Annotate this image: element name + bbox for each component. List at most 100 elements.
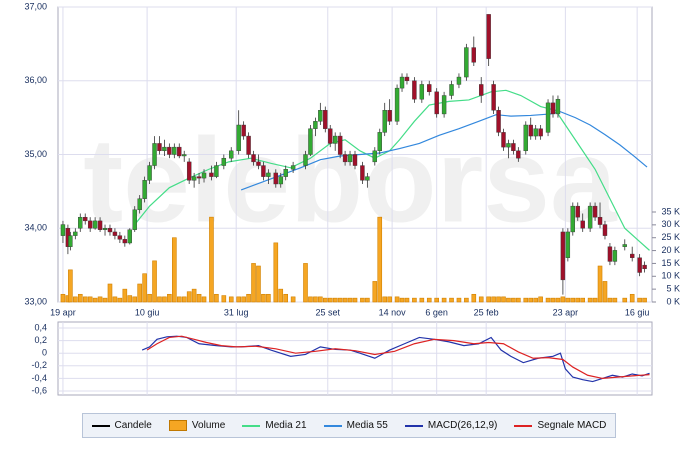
volume-bar — [107, 283, 113, 303]
volume-bar — [122, 288, 128, 303]
candle-body — [323, 110, 328, 129]
y2-tick-label: 0 K — [666, 296, 680, 306]
candle-body — [246, 135, 251, 155]
volume-bar — [290, 296, 296, 303]
volume-bar — [412, 297, 417, 303]
volume-bar — [342, 297, 348, 303]
legend-swatch — [91, 424, 110, 427]
volume-bar — [209, 216, 214, 303]
volume-bar — [261, 293, 266, 303]
legend-label: Segnale MACD — [537, 420, 607, 431]
volume-bar — [172, 237, 177, 303]
candle-body — [229, 150, 234, 159]
candle-body — [570, 205, 575, 233]
candle-body — [486, 14, 491, 59]
y2-tick-label: 10 K — [661, 271, 680, 281]
candle-body — [122, 239, 128, 244]
candle-body — [196, 176, 202, 179]
candle-body — [333, 135, 338, 144]
volume-bar — [82, 296, 88, 303]
y2-tick-label: 20 K — [661, 245, 680, 255]
candle-body — [592, 205, 598, 218]
volume-bar — [441, 297, 447, 303]
volume-bar — [308, 296, 313, 303]
candle-body — [182, 154, 187, 157]
candle-body — [221, 157, 227, 166]
volume-bar — [313, 296, 318, 303]
candle-body — [372, 150, 377, 163]
volume-bar — [167, 293, 172, 303]
volume-bar — [387, 296, 392, 303]
volume-bar — [377, 216, 383, 303]
candle-body — [612, 250, 618, 262]
volume-bar — [597, 265, 603, 303]
candle-body — [528, 124, 533, 137]
volume-bar — [570, 297, 576, 303]
candle-body — [565, 231, 571, 258]
candle-body — [496, 110, 501, 133]
volume-bar — [337, 297, 343, 303]
volume-bar — [612, 297, 618, 303]
candle-body — [412, 80, 417, 100]
candle-body — [449, 84, 454, 96]
candle-body — [523, 124, 528, 152]
volume-bar — [501, 296, 506, 303]
volume-bar — [228, 296, 234, 303]
y-tick-label: 33,00 — [24, 296, 47, 306]
candle-body — [456, 76, 462, 85]
legend-item: MACD(26,12,9) — [404, 420, 497, 431]
macd-tick-label: 0 — [42, 348, 47, 358]
macd-tick-label: -0,6 — [31, 385, 47, 395]
candle-body — [318, 110, 323, 122]
macd-line — [146, 335, 650, 380]
volume-bar — [137, 283, 142, 303]
x-tick-label: 31 lug — [224, 307, 249, 317]
x-tick-label: 25 set — [316, 307, 341, 317]
volume-bar — [278, 288, 284, 303]
candle-body — [506, 143, 511, 148]
moving-average-line — [134, 89, 650, 251]
x-tick-label: 23 apr — [553, 307, 579, 317]
candle-body — [637, 257, 642, 273]
y-tick-label: 35,00 — [24, 149, 47, 159]
candle-body — [607, 246, 613, 262]
candle-body — [365, 176, 370, 181]
candle-body — [479, 84, 484, 96]
candle-body — [73, 231, 78, 236]
y2-tick-label: 25 K — [661, 232, 680, 242]
volume-bar — [318, 296, 323, 303]
y-tick-label: 37,00 — [24, 1, 47, 11]
volume-bar — [607, 297, 613, 303]
candle-body — [278, 176, 283, 185]
legend-item: Media 55 — [323, 420, 388, 431]
volume-bar — [73, 296, 78, 303]
candle-body — [92, 220, 98, 229]
volume-bar — [528, 297, 534, 303]
candle-body — [303, 154, 308, 166]
volume-bar — [347, 297, 353, 303]
volume-bar — [77, 293, 83, 303]
candle-body — [186, 161, 192, 181]
macd-line — [141, 335, 650, 383]
candle-body — [201, 172, 207, 179]
volume-bar — [365, 297, 370, 303]
volume-bar — [221, 295, 227, 303]
candle-body — [78, 216, 83, 229]
x-tick-label: 10 giu — [135, 307, 160, 317]
candle-body — [337, 135, 343, 155]
legend-label: Media 55 — [346, 420, 388, 431]
candle-body — [511, 143, 516, 152]
volume-bar — [236, 296, 241, 303]
candle-body — [394, 87, 400, 122]
candle-body — [191, 176, 197, 181]
macd-tick-label: 0,2 — [34, 335, 47, 345]
x-tick-label: 16 giu — [625, 307, 650, 317]
volume-bar — [214, 293, 219, 303]
macd-tick-label: -0,2 — [31, 360, 47, 370]
volume-bar — [112, 296, 118, 303]
volume-bar — [283, 293, 289, 303]
candle-body — [501, 132, 506, 148]
volume-bar — [575, 297, 581, 303]
x-tick-label: 25 feb — [474, 307, 499, 317]
